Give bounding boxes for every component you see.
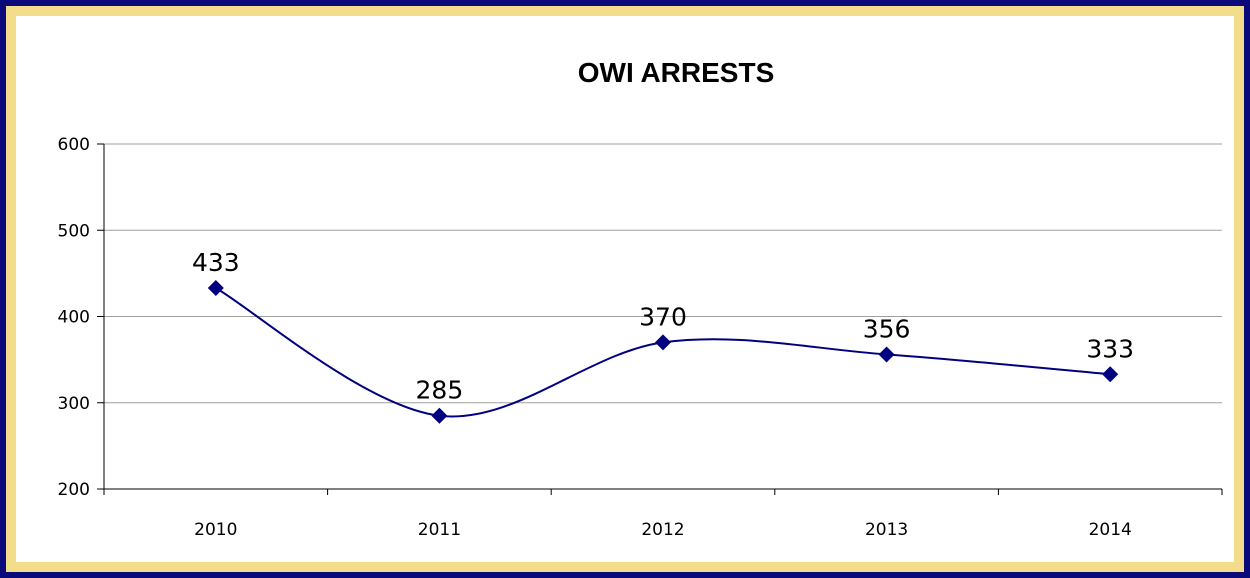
data-label-2014: 333 [1086,334,1134,363]
x-tick-label-2010: 2010 [194,520,237,540]
y-tick-label: 200 [58,480,90,500]
y-tick-label: 600 [58,135,90,155]
data-label-2011: 285 [416,376,464,405]
x-tick-label-2011: 2011 [418,520,461,540]
chart-area: OWI ARRESTS 200 300 400 500 600 2010 2011 2012 2… [16,16,1234,562]
x-tick-label-2012: 2012 [641,520,684,540]
data-label-2012: 370 [639,302,687,331]
x-tick-label-2013: 2013 [865,520,908,540]
data-point-2012 [655,334,671,351]
data-point-2011 [431,407,448,424]
chart-border: OWI ARRESTS 200 300 400 500 600 2010 2011 2012 2… [6,6,1244,572]
y-tick-label: 300 [58,394,90,414]
owi-arrests-chart: OWI ARRESTS 200 300 400 500 600 2010 2011 2012 2… [58,57,1223,540]
data-point-2013 [878,346,895,363]
data-label-2013: 356 [863,314,911,343]
data-point-2014 [1102,366,1119,383]
y-tick-label: 500 [58,221,90,241]
x-tick-label-2014: 2014 [1089,520,1132,540]
chart-title: OWI ARRESTS [578,57,775,88]
y-tick-label: 400 [58,308,90,328]
data-point-2010 [207,280,224,297]
data-label-2010: 433 [192,248,240,277]
